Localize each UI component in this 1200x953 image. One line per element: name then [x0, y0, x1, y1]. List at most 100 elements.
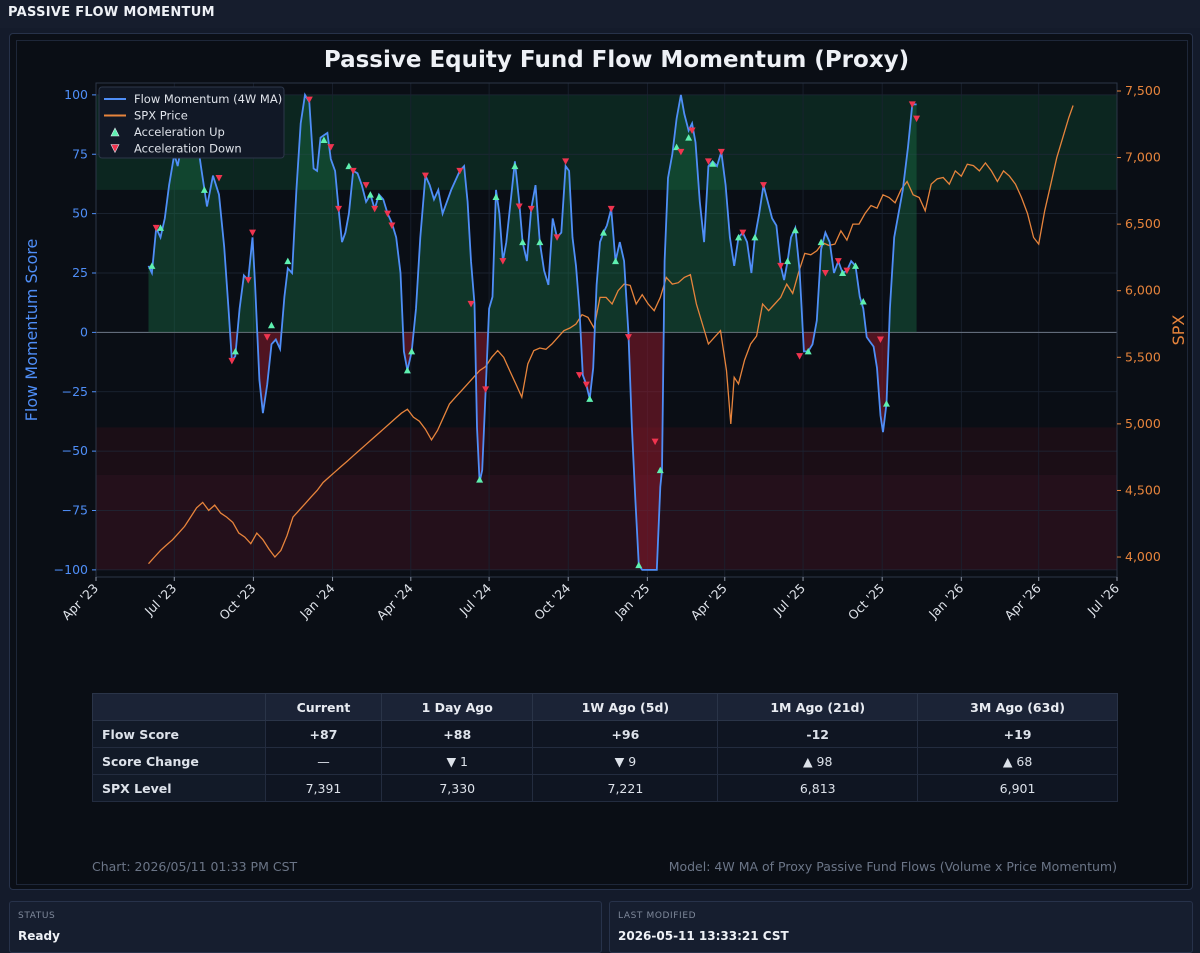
acceleration-up-marker [148, 262, 156, 269]
x-axis-tick-label: Oct '25 [845, 581, 887, 623]
acceleration-up-marker [656, 466, 664, 474]
legend-label: Flow Momentum (4W MA) [134, 92, 282, 106]
spx-current: 7,391 [265, 774, 382, 802]
acceleration-up-marker [320, 136, 328, 143]
left-axis-tick-label: −75 [62, 503, 88, 518]
table-header-row: Current 1 Day Ago 1W Ago (5d) 1M Ago (21… [92, 693, 1118, 721]
acceleration-down-marker [759, 182, 767, 189]
x-axis-tick-label: Oct '24 [531, 580, 573, 622]
legend-box [98, 86, 285, 159]
acceleration-down-marker [527, 205, 535, 213]
acceleration-down-marker [796, 353, 804, 360]
flow-score-current: +87 [265, 720, 382, 748]
score-change-1d: ▼ 1 [380, 747, 534, 775]
table-header-cell: Current [265, 693, 382, 721]
acceleration-down-marker [582, 381, 590, 389]
right-axis-tick-label: 7,500 [1125, 83, 1161, 98]
x-axis-tick-label: Jul '25 [770, 581, 808, 619]
flow-score-1d: +88 [380, 720, 534, 748]
acceleration-down-marker [624, 334, 632, 341]
acceleration-up-marker [200, 186, 208, 193]
right-axis-tick-label: 4,000 [1125, 549, 1161, 564]
acceleration-down-marker [739, 229, 747, 237]
acceleration-down-marker [704, 158, 712, 165]
acceleration-down-marker [821, 270, 829, 277]
acceleration-up-marker [519, 238, 527, 246]
spx-1d: 7,330 [380, 774, 534, 802]
flow-momentum-chart: −100 −75 −50 −25 0 25 50 75 100 4,000 4,500 5,000 5,… [22, 47, 1188, 623]
right-axis-label: SPX [1169, 315, 1188, 346]
acceleration-up-marker [231, 347, 239, 355]
status-card: STATUS Ready [9, 901, 602, 953]
left-axis-tick-label: 25 [72, 265, 88, 280]
table-header-cell: 1 Day Ago [380, 693, 534, 721]
threshold-band [96, 474, 1117, 570]
spx-1w: 7,221 [532, 774, 719, 802]
legend-swatch-down-marker [110, 144, 120, 154]
acceleration-down-marker [515, 203, 523, 210]
acceleration-up-marker [511, 162, 519, 170]
x-axis-tick-label: Jan '26 [925, 580, 966, 621]
acceleration-down-marker [244, 277, 252, 284]
left-axis-tick-label: 75 [72, 146, 88, 161]
acceleration-down-marker [843, 267, 851, 275]
table-header-cell: 1M Ago (21d) [717, 693, 919, 721]
table-row: Score Change — ▼ 1 ▼ 9 ▲ 98 ▲ 68 [92, 747, 1118, 775]
left-axis-label: Flow Momentum Score [22, 239, 41, 422]
left-axis-tick-label: −50 [62, 443, 88, 458]
acceleration-down-marker [384, 210, 392, 218]
acceleration-down-marker [215, 175, 223, 182]
acceleration-up-marker [709, 160, 717, 167]
acceleration-down-marker [456, 167, 464, 175]
acceleration-down-marker [482, 386, 490, 393]
acceleration-down-marker [777, 262, 785, 270]
table-header-cell: 1W Ago (5d) [532, 693, 719, 721]
score-change-1w: ▼ 9 [532, 747, 719, 775]
x-axis-tick-label: Apr '25 [687, 581, 729, 623]
table-header-cell: 3M Ago (63d) [917, 693, 1118, 721]
acceleration-down-marker [327, 144, 335, 151]
acceleration-down-marker [562, 158, 570, 165]
summary-table: Current 1 Day Ago 1W Ago (5d) 1M Ago (21… [92, 693, 1118, 802]
acceleration-up-marker [839, 269, 847, 276]
acceleration-down-marker [834, 258, 842, 265]
acceleration-down-marker [371, 205, 379, 213]
last-modified-label: LAST MODIFIED [618, 911, 697, 921]
acceleration-up-marker [612, 257, 620, 265]
last-modified-card: LAST MODIFIED 2026-05-11 13:33:21 CST [609, 901, 1193, 953]
right-axis-tick-label: 6,500 [1125, 216, 1161, 231]
acceleration-up-marker [586, 395, 594, 402]
acceleration-up-marker [882, 400, 890, 407]
left-axis-tick-label: 50 [72, 206, 88, 221]
row-label: Score Change [92, 747, 266, 775]
acceleration-down-marker [688, 127, 696, 134]
acceleration-up-marker [751, 233, 759, 241]
flow-score-3m: +19 [917, 720, 1118, 748]
acceleration-up-marker [267, 321, 275, 329]
left-axis-tick-label: 0 [80, 324, 88, 339]
table-header-cell [92, 693, 266, 721]
right-axis-tick-label: 4,500 [1125, 482, 1161, 497]
acceleration-down-marker [607, 205, 615, 213]
acceleration-up-marker [685, 134, 693, 141]
acceleration-up-marker [284, 257, 292, 265]
flow-score-1w: +96 [532, 720, 719, 748]
acceleration-down-marker [876, 336, 884, 343]
left-axis-tick-label: −25 [62, 384, 88, 399]
chart-timestamp: Chart: 2026/05/11 01:33 PM CST [92, 859, 298, 874]
score-change-3m: ▲ 68 [917, 747, 1118, 775]
spx-3m: 6,901 [917, 774, 1118, 802]
acceleration-up-marker [817, 238, 825, 246]
acceleration-up-marker [157, 224, 165, 231]
acceleration-down-marker [421, 172, 429, 180]
acceleration-up-marker [366, 191, 374, 198]
positive-fill-area [148, 94, 917, 333]
acceleration-down-marker [467, 300, 475, 308]
x-axis-tick-label: Jul '26 [1084, 580, 1122, 618]
acceleration-down-marker [717, 148, 725, 156]
acceleration-down-marker [677, 148, 685, 156]
flow-score-1m: -12 [717, 720, 919, 748]
acceleration-down-marker [305, 96, 313, 104]
x-axis-tick-label: Jan '24 [296, 580, 337, 621]
legend-label: Acceleration Up [134, 125, 225, 139]
